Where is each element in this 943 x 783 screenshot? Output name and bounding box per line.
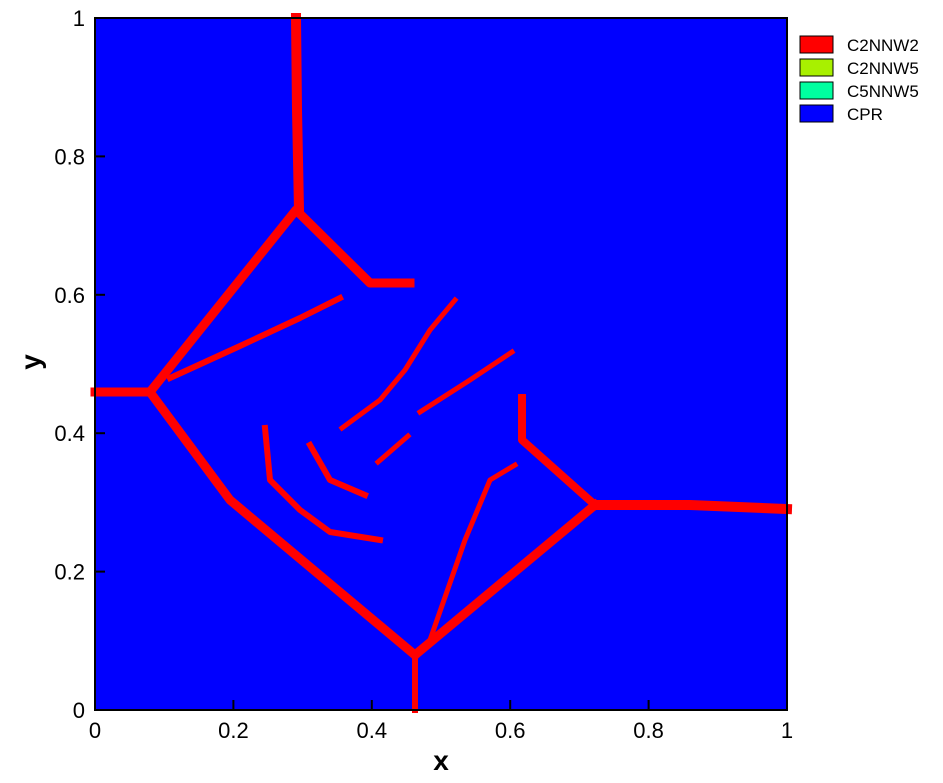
shock-upper-right (518, 394, 601, 511)
y-tick-label: 0.6 (54, 283, 85, 308)
shock-top (290, 12, 305, 216)
shock-upper-left (143, 205, 415, 399)
indicator-cells (90, 12, 793, 713)
slip-line (166, 293, 345, 382)
legend-swatch (799, 104, 834, 123)
vortex-arc-outer (261, 424, 384, 544)
legend-swatch (799, 81, 834, 100)
legend-swatch (799, 58, 834, 77)
vortex-arc-inner (305, 440, 369, 499)
shock-lower-left (143, 385, 422, 662)
vortex-dash-1 (338, 296, 459, 432)
y-tick-label: 0.2 (54, 560, 85, 585)
legend-swatch (799, 35, 834, 54)
vortex-dash-2 (416, 348, 516, 416)
plot-area (95, 18, 787, 710)
x-tick-label: 0.8 (633, 718, 664, 743)
x-axis-label: x (433, 745, 449, 776)
plot-frame (94, 17, 788, 711)
y-tick-label: 0 (73, 698, 85, 723)
shock-lower-right (408, 498, 602, 662)
legend-label: C2NNW5 (847, 59, 919, 78)
x-tick-label: 0.2 (218, 718, 249, 743)
x-tick-label: 0.4 (357, 718, 388, 743)
y-tick-label: 0.4 (54, 421, 85, 446)
y-tick-label: 1 (73, 6, 85, 31)
x-tick-label: 0.6 (495, 718, 526, 743)
y-axis-label: y (15, 354, 46, 370)
x-tick-label: 1 (781, 718, 793, 743)
legend-label: C5NNW5 (847, 82, 919, 101)
vortex-dash-4 (426, 461, 519, 644)
y-tick-label: 0.8 (54, 144, 85, 169)
legend-label: C2NNW2 (847, 36, 919, 55)
x-tick-label: 0 (89, 718, 101, 743)
vortex-dash-3 (374, 432, 412, 466)
shock-right (590, 500, 793, 515)
legend-label: CPR (847, 105, 883, 124)
